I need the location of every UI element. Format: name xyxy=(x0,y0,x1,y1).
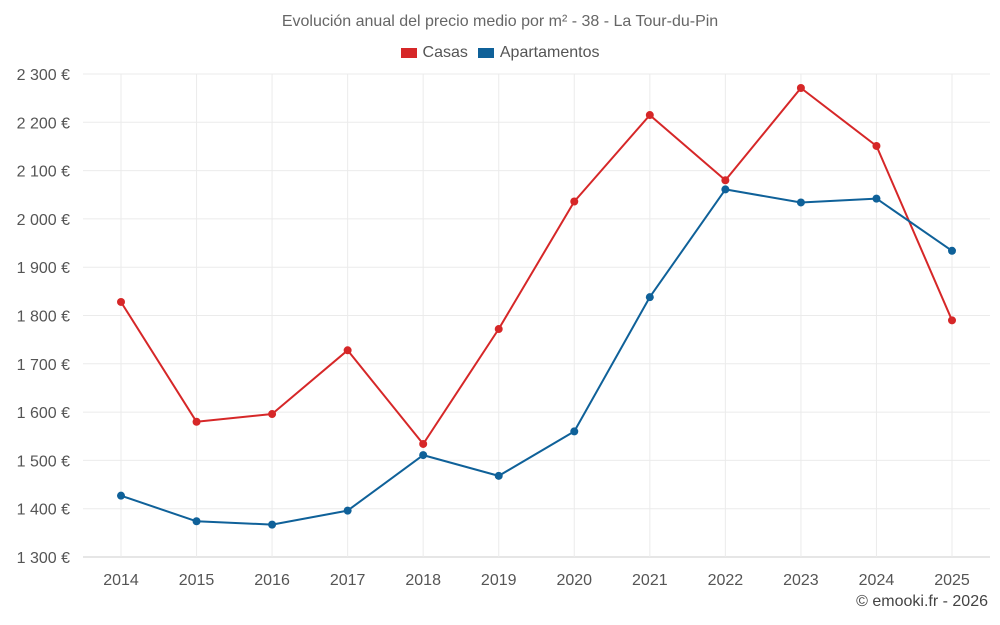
data-point-apartamentos xyxy=(570,427,579,436)
data-point-apartamentos xyxy=(419,451,428,460)
x-tick-label: 2020 xyxy=(556,572,592,589)
data-point-apartamentos xyxy=(343,506,352,515)
y-tick-label: 1 800 € xyxy=(17,309,70,326)
data-point-apartamentos xyxy=(645,293,654,302)
y-tick-label: 1 400 € xyxy=(17,502,70,519)
data-point-apartamentos xyxy=(192,517,201,526)
data-point-casas xyxy=(343,346,352,355)
x-tick-label: 2014 xyxy=(103,572,139,589)
legend-swatch-apartamentos xyxy=(477,48,494,58)
data-point-apartamentos xyxy=(721,185,730,194)
legend-swatch-casas xyxy=(400,48,417,58)
data-point-casas xyxy=(192,417,201,426)
data-point-casas xyxy=(117,297,125,306)
legend-item-apartamentos[interactable]: Apartamentos xyxy=(477,44,600,62)
data-point-casas xyxy=(796,84,805,93)
x-tick-label: 2023 xyxy=(783,572,819,589)
data-point-apartamentos xyxy=(796,198,805,207)
y-tick-label: 1 300 € xyxy=(17,550,70,567)
chart-title: Evolución anual del precio medio por m² … xyxy=(281,13,719,30)
x-tick-label: 2022 xyxy=(708,572,744,589)
x-tick-label: 2025 xyxy=(934,572,970,589)
x-tick-label: 2018 xyxy=(405,572,441,589)
data-point-casas xyxy=(494,325,503,334)
data-point-casas xyxy=(268,410,277,419)
x-tick-label: 2019 xyxy=(481,572,517,589)
x-tick-label: 2024 xyxy=(859,572,895,589)
credit-text: © emooki.fr - 2026 xyxy=(856,593,988,610)
data-point-casas xyxy=(645,111,654,120)
x-tick-label: 2017 xyxy=(330,572,366,589)
y-tick-label: 1 600 € xyxy=(17,405,70,422)
x-tick-label: 2021 xyxy=(632,572,668,589)
data-point-casas xyxy=(872,141,881,150)
y-tick-label: 2 000 € xyxy=(17,212,70,229)
legend-label-casas: Casas xyxy=(422,44,468,61)
legend-label-apartamentos: Apartamentos xyxy=(499,44,600,61)
data-point-apartamentos xyxy=(117,491,125,500)
data-point-apartamentos xyxy=(948,246,956,255)
x-tick-label: 2016 xyxy=(254,572,290,589)
data-point-casas xyxy=(948,316,956,325)
data-point-apartamentos xyxy=(872,194,881,203)
y-tick-label: 1 900 € xyxy=(17,260,70,277)
series-line-casas xyxy=(120,87,953,445)
y-tick-label: 2 100 € xyxy=(17,164,70,181)
data-point-casas xyxy=(419,439,428,448)
series-line-apartamentos xyxy=(120,188,953,526)
y-tick-label: 2 200 € xyxy=(17,115,70,132)
data-point-casas xyxy=(570,197,579,206)
data-point-apartamentos xyxy=(494,471,503,480)
x-tick-label: 2015 xyxy=(179,572,215,589)
y-tick-label: 2 300 € xyxy=(17,67,70,84)
y-tick-label: 1 500 € xyxy=(17,453,70,470)
y-tick-label: 1 700 € xyxy=(17,357,70,374)
legend: Casas Apartamentos xyxy=(0,44,1000,62)
data-point-casas xyxy=(721,176,730,185)
legend-item-casas[interactable]: Casas xyxy=(400,44,468,62)
data-point-apartamentos xyxy=(268,520,277,529)
